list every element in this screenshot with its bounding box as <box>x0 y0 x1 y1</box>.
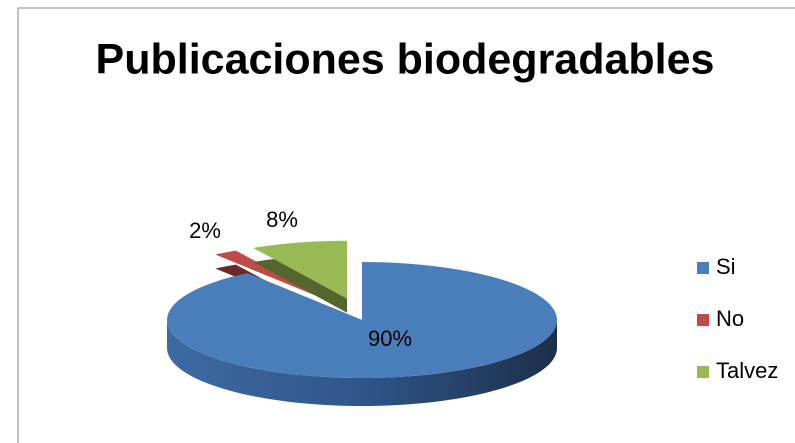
legend-swatch <box>697 366 709 378</box>
slice <box>215 250 330 302</box>
chart-frame <box>17 7 795 443</box>
slice <box>253 240 348 299</box>
legend-swatch <box>697 262 709 274</box>
data-label: 2% <box>189 218 221 243</box>
pie: 2% 8% 90% <box>167 207 558 406</box>
chart-title: Publicaciones biodegradables <box>96 35 715 83</box>
legend: Si No Talvez <box>697 254 778 383</box>
slice <box>167 262 558 378</box>
legend-label: Talvez <box>716 358 778 383</box>
legend-label: Si <box>716 254 736 279</box>
legend-swatch <box>697 314 709 326</box>
legend-label: No <box>716 306 744 331</box>
data-label: 90% <box>368 326 412 351</box>
slice-side <box>167 320 557 406</box>
data-label: 8% <box>266 207 298 232</box>
